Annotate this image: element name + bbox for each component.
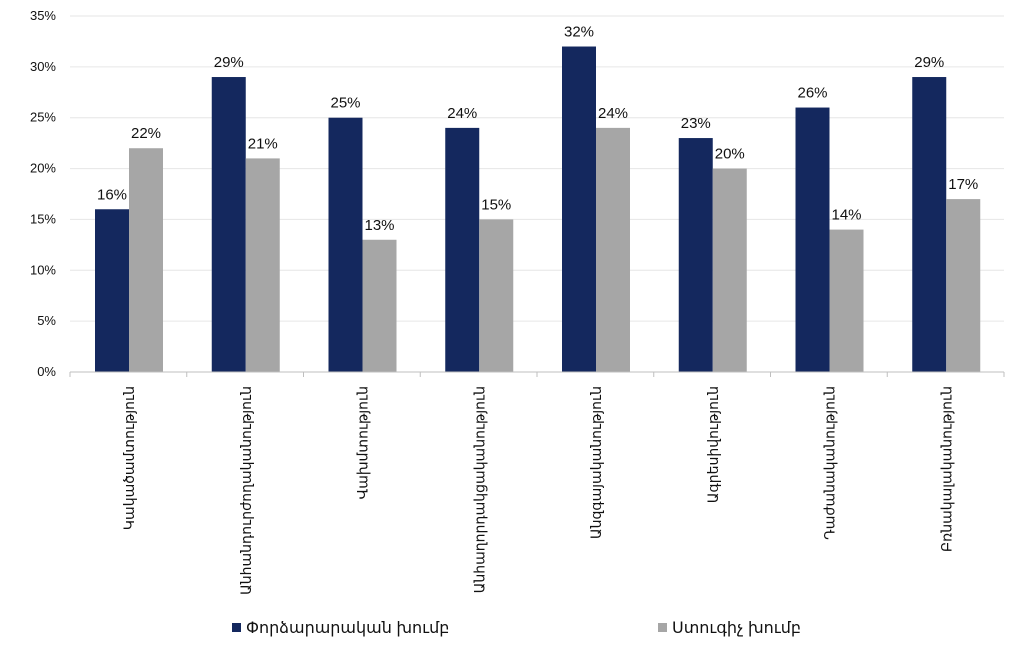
x-tick-label: Ագրեսիվություն xyxy=(705,386,721,503)
bar xyxy=(129,148,163,372)
data-label: 32% xyxy=(564,24,594,41)
data-label: 20% xyxy=(715,146,745,163)
data-label: 22% xyxy=(131,125,161,142)
bar xyxy=(245,158,280,372)
data-label: 24% xyxy=(598,105,628,122)
bar xyxy=(596,127,630,372)
y-tick-label: 30% xyxy=(30,59,56,74)
bar xyxy=(678,138,713,372)
bar xyxy=(95,209,129,372)
data-label: 16% xyxy=(97,186,127,203)
bar xyxy=(795,107,830,373)
data-label: 13% xyxy=(364,217,394,234)
bar xyxy=(328,117,363,372)
bar xyxy=(211,77,246,373)
y-tick-label: 10% xyxy=(30,262,56,277)
data-label: 21% xyxy=(248,135,278,152)
bar xyxy=(362,239,397,372)
x-tick-label: Անզգայականություն xyxy=(588,386,604,539)
legend-swatch xyxy=(232,623,241,632)
data-label: 29% xyxy=(914,54,944,71)
y-tick-label: 5% xyxy=(37,313,56,328)
data-label: 25% xyxy=(330,95,360,112)
y-tick-label: 15% xyxy=(30,211,56,226)
y-tick-label: 35% xyxy=(30,8,56,23)
bar xyxy=(829,229,864,372)
data-label: 26% xyxy=(797,85,827,102)
x-tick-label: Կակածամտություն xyxy=(121,386,137,530)
data-label: 24% xyxy=(447,105,477,122)
y-tick-label: 25% xyxy=(30,110,56,125)
data-label: 14% xyxy=(831,207,861,224)
axes: 0% 5% 10% 15% 20% 25% 30% 35% Կակածամտություն Անհ… xyxy=(30,8,1005,595)
bar xyxy=(912,77,947,373)
data-label: 17% xyxy=(948,176,978,193)
bar xyxy=(946,199,981,372)
bar xyxy=(712,168,747,372)
bars xyxy=(95,46,981,373)
bar xyxy=(479,219,514,372)
x-tick-label: Անհաղորդակցականություն xyxy=(471,386,487,593)
data-label: 29% xyxy=(214,54,244,71)
x-tick-label: Վախմտություն xyxy=(355,386,371,499)
x-tick-label: Դաժանականություն xyxy=(822,386,838,540)
data-label: 15% xyxy=(481,196,511,213)
data-labels: 16% 22% 29% 21% 25% 13% 24% 15% 32% 24% 23%20% 26% 1… xyxy=(97,24,978,234)
bar xyxy=(562,46,596,373)
bar xyxy=(445,127,480,372)
x-tick-label: Բռնակալականություն xyxy=(938,386,954,552)
legend: Փորձարարական խումբ Ստուգիչ խումբ xyxy=(232,620,801,637)
x-tick-label: Անհանդուրժողականություն xyxy=(238,386,254,595)
y-tick-label: 20% xyxy=(30,161,56,176)
legend-swatch xyxy=(658,623,667,632)
legend-label: Փորձարարական խումբ xyxy=(246,620,449,637)
y-tick-label: 0% xyxy=(37,364,56,379)
legend-label: Ստուգիչ խումբ xyxy=(672,620,801,637)
gridlines xyxy=(70,15,1004,322)
data-label: 23% xyxy=(681,115,711,132)
